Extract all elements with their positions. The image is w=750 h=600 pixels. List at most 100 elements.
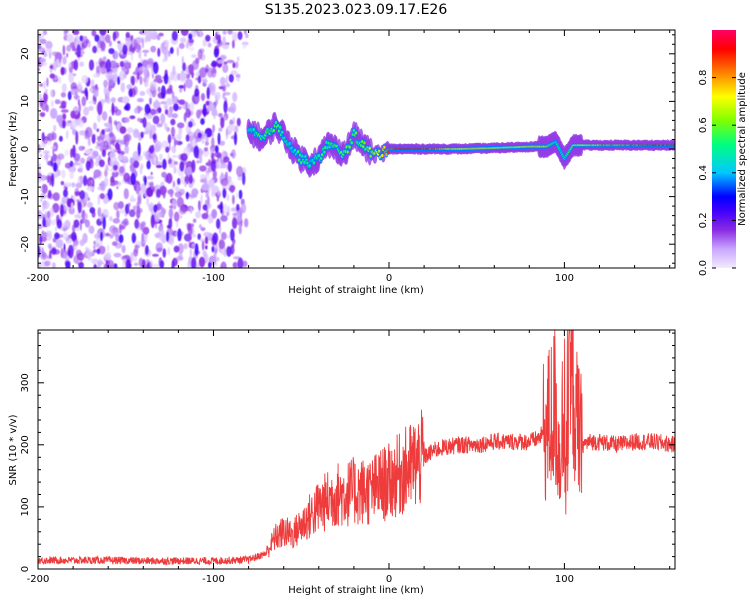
noise-blob — [191, 243, 196, 248]
colorbar-label: Normalized spectral amplitude — [737, 72, 748, 226]
streak-blob — [141, 259, 146, 268]
noise-blob — [82, 233, 88, 244]
trace-core — [383, 145, 386, 149]
streak-blob — [191, 159, 196, 173]
noise-streak — [78, 31, 130, 268]
streak-blob — [54, 232, 60, 240]
noise-blob — [155, 164, 163, 169]
streak-blob — [118, 234, 124, 244]
noise-blob — [116, 210, 120, 219]
noise-blob — [97, 207, 102, 218]
streak-blob — [128, 88, 133, 98]
trace-core — [346, 150, 349, 154]
noise-blob — [112, 228, 120, 237]
noise-blob — [56, 114, 63, 124]
noise-blob — [66, 44, 72, 52]
noise-blob — [77, 119, 85, 128]
snr-frame — [37, 329, 676, 570]
noise-blob — [219, 76, 226, 86]
noise-blob — [132, 128, 140, 139]
streak-blob — [137, 142, 141, 157]
streak-blob — [77, 201, 82, 214]
streak-blob — [85, 160, 91, 171]
noise-blob — [64, 149, 69, 156]
noise-blob — [44, 260, 51, 267]
noise-blob — [165, 39, 170, 46]
noise-blob — [144, 53, 147, 57]
streak-blob — [232, 62, 236, 69]
streak-blob — [72, 144, 76, 158]
noise-blob — [69, 66, 73, 74]
noise-blob — [177, 122, 185, 129]
streak-blob — [97, 101, 103, 116]
noise-blob — [157, 86, 161, 93]
noise-blob — [113, 139, 120, 143]
noise-blob — [41, 32, 45, 39]
chart-title: S135.2023.023.09.17.E26 — [265, 2, 448, 18]
noise-blob — [159, 153, 163, 161]
noise-blob — [64, 162, 72, 169]
noise-blob — [118, 201, 124, 210]
streak-blob — [133, 160, 140, 169]
noise-blob — [55, 239, 64, 249]
noise-blob — [142, 76, 147, 83]
noise-blob — [214, 91, 221, 101]
streak-blob — [193, 145, 200, 159]
streak-blob — [53, 162, 58, 172]
noise-blob — [58, 76, 62, 84]
streak-blob — [131, 75, 136, 86]
noise-blob — [161, 237, 167, 244]
noise-blob — [121, 245, 126, 254]
streak-blob — [67, 244, 74, 259]
streak-blob — [70, 231, 77, 242]
noise-blob — [113, 202, 120, 211]
noise-blob — [140, 163, 144, 170]
noise-blob — [39, 61, 48, 67]
noise-blob — [146, 186, 154, 198]
trace-core — [368, 146, 371, 150]
noise-blob — [85, 247, 89, 251]
noise-blob — [88, 105, 94, 111]
noise-blob — [211, 66, 217, 78]
noise-blob — [81, 96, 87, 107]
noise-blob — [207, 195, 210, 206]
noise-blob — [63, 30, 69, 34]
streak-blob — [152, 61, 159, 74]
streak-blob — [62, 119, 66, 129]
noise-blob — [222, 30, 227, 35]
noise-blob — [172, 65, 176, 76]
streak-blob — [171, 260, 175, 268]
noise-blob — [218, 127, 223, 132]
noise-blob — [180, 37, 187, 43]
noise-streak — [65, 31, 117, 268]
noise-blob — [122, 96, 130, 104]
noise-blob — [152, 263, 160, 267]
streak-blob — [226, 246, 232, 257]
streak-blob — [223, 100, 228, 114]
noise-streak — [38, 35, 84, 258]
noise-blob — [88, 100, 96, 105]
noise-blob — [54, 99, 61, 105]
noise-blob — [166, 126, 169, 133]
noise-blob — [67, 120, 72, 124]
noise-blob — [104, 232, 111, 237]
noise-blob — [38, 146, 42, 153]
noise-blob — [198, 203, 201, 212]
noise-blob — [61, 83, 67, 93]
noise-blob — [150, 181, 154, 190]
noise-blob — [230, 70, 238, 75]
streak-blob — [124, 203, 130, 215]
noise-blob — [212, 169, 217, 179]
streak-blob — [59, 204, 65, 217]
noise-blob — [223, 92, 231, 96]
noise-blob — [218, 140, 226, 146]
noise-blob — [210, 85, 216, 96]
noise-blob — [88, 225, 95, 234]
streak-blob — [101, 149, 106, 157]
noise-blob — [74, 191, 81, 196]
noise-blob — [109, 147, 115, 157]
snr-series-line — [38, 330, 675, 566]
streak-blob — [162, 158, 167, 170]
streak-blob — [191, 15, 197, 26]
